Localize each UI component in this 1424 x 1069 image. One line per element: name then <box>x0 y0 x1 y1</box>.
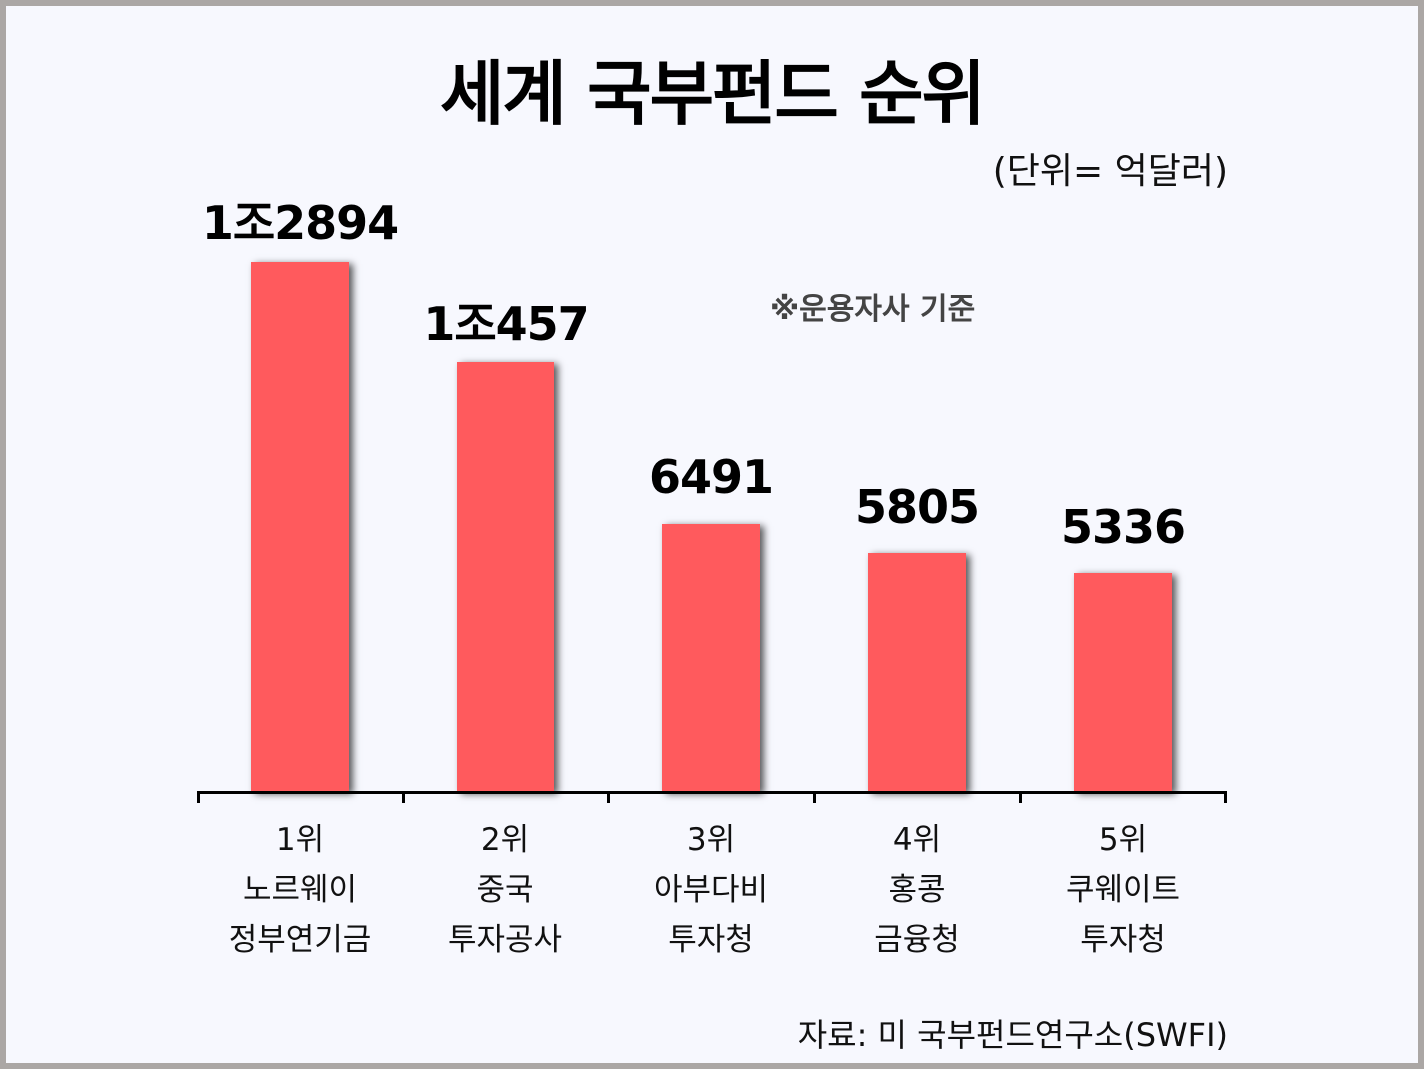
x-axis-tick <box>197 791 200 803</box>
fund-name-line2: 투자청 <box>668 922 754 958</box>
bar-5 <box>1074 573 1172 792</box>
value-label: 5336 <box>1060 500 1186 554</box>
value-label: 1조2894 <box>201 196 399 250</box>
fund-name-line2: 금융청 <box>874 922 960 958</box>
bar-1 <box>251 262 349 792</box>
x-axis-tick <box>402 791 405 803</box>
unit-label: (단위= 억달러) <box>992 151 1228 192</box>
category-label-4: 4위 홍콩 금융청 <box>814 815 1020 965</box>
category-label-2: 2위 중국 투자공사 <box>402 815 608 965</box>
x-axis-tick <box>1019 791 1022 803</box>
fund-name-line2: 투자청 <box>1080 922 1166 958</box>
x-axis-tick <box>1224 791 1227 803</box>
bar-4 <box>868 553 966 792</box>
x-axis <box>198 791 1227 794</box>
chart-title: 세계 국부펀드 순위 <box>440 53 986 135</box>
fund-name-line1: 노르웨이 <box>242 872 358 908</box>
fund-name-line1: 쿠웨이트 <box>1065 872 1181 908</box>
rank: 1위 <box>275 822 325 858</box>
fund-name-line1: 아부다비 <box>653 872 769 908</box>
bar-3 <box>662 524 760 792</box>
rank: 5위 <box>1098 822 1148 858</box>
value-label: 6491 <box>648 450 774 504</box>
fund-name-line2: 투자공사 <box>447 922 563 958</box>
rank: 4위 <box>892 822 942 858</box>
category-label-1: 1위 노르웨이 정부연기금 <box>197 815 403 965</box>
value-label: 1조457 <box>423 297 589 351</box>
source-note: 자료: 미 국부펀드연구소(SWFI) <box>797 1016 1228 1054</box>
category-label-5: 5위 쿠웨이트 투자청 <box>1020 815 1226 965</box>
fund-name-line1: 중국 <box>476 872 534 908</box>
x-axis-tick <box>813 791 816 803</box>
rank: 2위 <box>480 822 530 858</box>
value-label: 5805 <box>854 480 980 534</box>
x-axis-tick <box>607 791 610 803</box>
bar-2 <box>457 362 554 792</box>
fund-name-line1: 홍콩 <box>888 872 946 908</box>
fund-name-line2: 정부연기금 <box>228 922 372 958</box>
category-label-3: 3위 아부다비 투자청 <box>608 815 814 965</box>
rank: 3위 <box>686 822 736 858</box>
basis-note: ※운용자사 기준 <box>770 292 976 327</box>
